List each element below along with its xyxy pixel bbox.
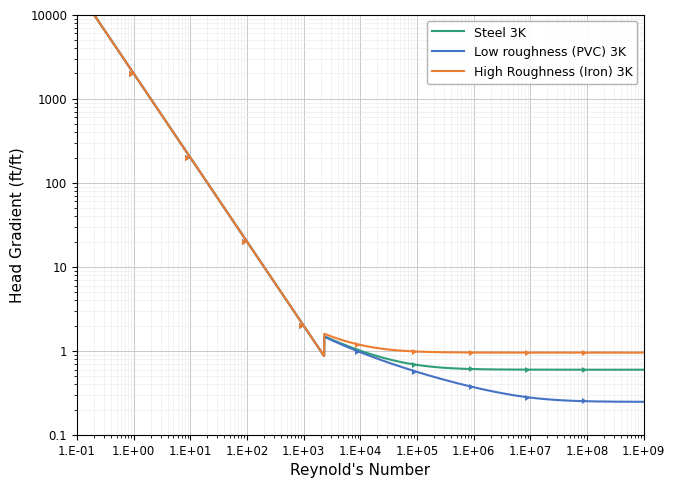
Steel 3K xyxy=(628,367,637,373)
Low roughness (PVC) 3K xyxy=(290,309,298,315)
X-axis label: Reynold's Number: Reynold's Number xyxy=(290,463,431,478)
Low roughness (PVC) 3K xyxy=(138,82,146,88)
Low roughness (PVC) 3K xyxy=(639,399,647,405)
Low roughness (PVC) 3K xyxy=(568,398,576,404)
Y-axis label: Head Gradient (ft/ft): Head Gradient (ft/ft) xyxy=(9,147,25,303)
Steel 3K xyxy=(568,367,576,373)
Steel 3K xyxy=(639,367,647,373)
Line: High Roughness (Iron) 3K: High Roughness (Iron) 3K xyxy=(77,0,643,356)
High Roughness (Iron) 3K xyxy=(290,309,298,315)
Steel 3K xyxy=(290,309,298,315)
Line: Steel 3K: Steel 3K xyxy=(77,0,643,370)
High Roughness (Iron) 3K xyxy=(568,350,576,356)
Line: Low roughness (PVC) 3K: Low roughness (PVC) 3K xyxy=(77,0,643,402)
High Roughness (Iron) 3K xyxy=(320,353,328,359)
High Roughness (Iron) 3K xyxy=(628,350,637,356)
High Roughness (Iron) 3K xyxy=(639,350,647,356)
Low roughness (PVC) 3K xyxy=(628,399,637,405)
Legend: Steel 3K, Low roughness (PVC) 3K, High Roughness (Iron) 3K: Steel 3K, Low roughness (PVC) 3K, High R… xyxy=(427,21,637,84)
High Roughness (Iron) 3K xyxy=(171,132,180,138)
Low roughness (PVC) 3K xyxy=(171,132,180,138)
Steel 3K xyxy=(138,82,146,88)
Steel 3K xyxy=(315,345,323,351)
Low roughness (PVC) 3K xyxy=(315,345,323,351)
High Roughness (Iron) 3K xyxy=(315,345,323,351)
High Roughness (Iron) 3K xyxy=(138,82,146,88)
Steel 3K xyxy=(171,132,180,138)
